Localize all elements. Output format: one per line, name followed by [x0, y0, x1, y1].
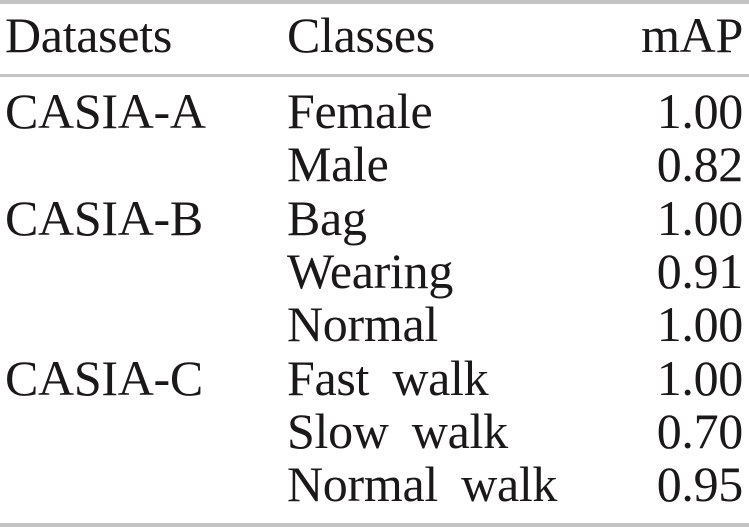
- map-cell: 0.70: [656, 402, 744, 459]
- map-cell: 0.95: [656, 456, 744, 513]
- header-datasets: Datasets: [5, 7, 172, 63]
- bottom-spacer: [0, 512, 749, 523]
- map-cell: 1.00: [656, 296, 744, 353]
- class-cell: Female: [287, 83, 433, 140]
- table-row: Normal 1.00: [0, 299, 749, 352]
- header-map: mAP: [641, 7, 743, 63]
- class-cell: Slow walk: [287, 402, 508, 459]
- class-cell: Bag: [287, 189, 367, 246]
- table-row: Wearing 0.91: [0, 246, 749, 299]
- map-cell: 1.00: [656, 83, 744, 140]
- table-row: Slow walk 0.70: [0, 406, 749, 459]
- class-cell: Normal: [287, 296, 438, 353]
- map-cell: 0.91: [656, 243, 744, 300]
- dataset-cell: CASIA-C: [5, 349, 203, 406]
- table-header-rule: [0, 74, 749, 77]
- table-body: CASIA-A Female 1.00 Male 0.82 CASIA-B Ba…: [0, 77, 749, 512]
- table-header-row: Datasets Classes mAP: [0, 4, 749, 74]
- table-row: Male 0.82: [0, 139, 749, 192]
- class-cell: Fast walk: [287, 349, 489, 406]
- map-cell: 1.00: [656, 189, 744, 246]
- table-row: CASIA-C Fast walk 1.00: [0, 352, 749, 405]
- header-classes: Classes: [287, 7, 435, 63]
- dataset-cell: CASIA-A: [5, 83, 206, 140]
- table-row: Normal walk 0.95: [0, 459, 749, 512]
- table-row: CASIA-B Bag 1.00: [0, 193, 749, 246]
- table-row: CASIA-A Female 1.00: [0, 86, 749, 139]
- class-cell: Normal walk: [287, 456, 558, 513]
- map-cell: 1.00: [656, 349, 744, 406]
- class-cell: Wearing: [287, 243, 454, 300]
- table-top-rule: [0, 0, 749, 4]
- table-bottom-rule: [0, 523, 749, 528]
- class-cell: Male: [287, 136, 389, 193]
- dataset-cell: CASIA-B: [5, 189, 203, 246]
- map-cell: 0.82: [656, 136, 744, 193]
